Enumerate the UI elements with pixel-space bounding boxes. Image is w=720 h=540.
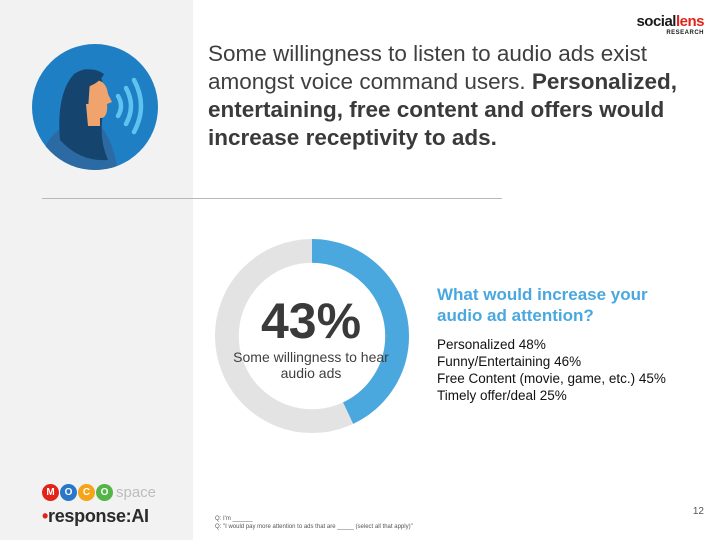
footnotes: Q: I'm ______ Q: "I would pay more atten… bbox=[215, 515, 413, 531]
response-text: response:AI bbox=[48, 506, 149, 526]
answer-item: Personalized 48% bbox=[437, 337, 546, 352]
moco-letter: O bbox=[96, 484, 113, 502]
response-ai-logo: •response:AI bbox=[42, 506, 149, 527]
moco-suffix: space bbox=[116, 484, 157, 502]
stat-label: Some willingness to hear audio ads bbox=[233, 349, 389, 381]
stat-value: 43% bbox=[260, 293, 362, 349]
footnote: Q: "I would pay more attention to ads th… bbox=[215, 524, 413, 530]
footnote: Q: I'm ______ bbox=[215, 516, 253, 522]
headline-emphasis: Personalized, entertaining, free content… bbox=[208, 69, 677, 150]
answer-item: Funny/Entertaining 46% bbox=[437, 354, 582, 369]
divider bbox=[42, 198, 502, 199]
response-mark: • bbox=[42, 506, 49, 526]
donut-chart bbox=[214, 238, 410, 434]
answer-list: Personalized 48% Funny/Entertaining 46% … bbox=[437, 336, 707, 404]
woman-speaking-icon bbox=[32, 44, 158, 170]
moco-letter: M bbox=[42, 484, 59, 502]
question-heading: What would increase your audio ad attent… bbox=[437, 285, 648, 325]
headline: Some willingness to listen to audio ads … bbox=[208, 40, 688, 152]
donut-value-arc bbox=[214, 238, 410, 434]
brand-name-accent: lens bbox=[675, 13, 705, 30]
answer-item: Timely offer/deal 25% bbox=[437, 388, 567, 403]
answer-item: Free Content (movie, game, etc.) 45% bbox=[437, 371, 666, 386]
brand-name-sub: RESEARCH bbox=[666, 30, 704, 36]
moco-letter: O bbox=[60, 484, 77, 502]
moco-letter: C bbox=[78, 484, 95, 502]
socialens-logo: sociallens RESEARCH bbox=[636, 14, 704, 36]
brand-name-main: social bbox=[636, 13, 676, 30]
headline-lead: Some willingness to listen to audio ads … bbox=[208, 41, 647, 94]
page-number: 12 bbox=[692, 506, 704, 517]
sound-waves-icon bbox=[115, 77, 144, 135]
donut-center: 43% Some willingness to hear audio ads bbox=[233, 295, 389, 381]
